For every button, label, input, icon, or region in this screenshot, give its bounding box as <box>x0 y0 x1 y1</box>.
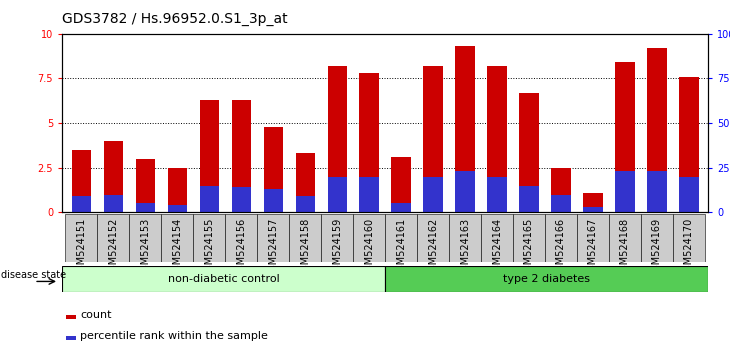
Bar <box>321 214 353 262</box>
Text: percentile rank within the sample: percentile rank within the sample <box>80 331 269 341</box>
Text: GSM524152: GSM524152 <box>108 218 118 278</box>
Bar <box>72 150 91 212</box>
Bar <box>680 177 699 212</box>
Text: GSM524164: GSM524164 <box>492 218 502 277</box>
Text: GSM524156: GSM524156 <box>236 218 246 277</box>
Bar <box>136 204 155 212</box>
Text: GDS3782 / Hs.96952.0.S1_3p_at: GDS3782 / Hs.96952.0.S1_3p_at <box>62 12 288 27</box>
Text: GSM524168: GSM524168 <box>620 218 630 277</box>
Text: GSM524154: GSM524154 <box>172 218 182 277</box>
Bar <box>289 214 321 262</box>
Bar <box>264 127 283 212</box>
Bar <box>231 187 250 212</box>
Bar <box>456 171 474 212</box>
Bar <box>520 185 539 212</box>
Bar <box>385 266 708 292</box>
Bar <box>673 214 705 262</box>
Text: GSM524153: GSM524153 <box>140 218 150 277</box>
Bar <box>62 266 385 292</box>
Bar <box>97 214 129 262</box>
Bar <box>449 214 481 262</box>
Bar <box>648 171 666 212</box>
Bar <box>225 214 257 262</box>
Bar <box>193 214 225 262</box>
Bar <box>296 153 315 212</box>
Text: GSM524163: GSM524163 <box>460 218 470 277</box>
Text: disease state: disease state <box>1 270 66 280</box>
Bar <box>615 62 634 212</box>
Bar <box>104 195 123 212</box>
Bar <box>257 214 289 262</box>
Bar <box>641 214 673 262</box>
Text: count: count <box>80 310 112 320</box>
Bar <box>391 204 411 212</box>
Bar <box>488 66 507 212</box>
Bar <box>296 196 315 212</box>
Text: GSM524157: GSM524157 <box>268 218 278 278</box>
Text: GSM524155: GSM524155 <box>204 218 214 278</box>
Bar <box>545 214 577 262</box>
Bar <box>609 214 641 262</box>
Bar <box>513 214 545 262</box>
Bar <box>615 171 634 212</box>
Bar <box>423 177 442 212</box>
Text: GSM524160: GSM524160 <box>364 218 374 277</box>
Bar <box>551 168 571 212</box>
Bar <box>65 214 97 262</box>
Text: GSM524162: GSM524162 <box>428 218 438 277</box>
Text: GSM524169: GSM524169 <box>652 218 662 277</box>
Bar <box>520 93 539 212</box>
Bar <box>231 100 250 212</box>
Bar <box>136 159 155 212</box>
Bar <box>423 66 442 212</box>
Bar <box>328 66 347 212</box>
Text: GSM524167: GSM524167 <box>588 218 598 277</box>
Bar <box>359 177 379 212</box>
Bar <box>391 157 411 212</box>
Text: non-diabetic control: non-diabetic control <box>168 274 280 284</box>
Text: GSM524170: GSM524170 <box>684 218 694 277</box>
Bar <box>359 73 379 212</box>
Text: GSM524159: GSM524159 <box>332 218 342 277</box>
Text: GSM524165: GSM524165 <box>524 218 534 277</box>
Bar <box>680 76 699 212</box>
Bar <box>199 185 219 212</box>
Text: GSM524161: GSM524161 <box>396 218 406 277</box>
Bar <box>72 196 91 212</box>
Bar <box>488 177 507 212</box>
Bar <box>353 214 385 262</box>
Bar <box>104 141 123 212</box>
Bar <box>161 214 193 262</box>
Bar <box>129 214 161 262</box>
Bar <box>168 205 187 212</box>
Bar <box>481 214 513 262</box>
Bar <box>66 315 76 319</box>
Bar <box>385 214 417 262</box>
Text: type 2 diabetes: type 2 diabetes <box>503 274 590 284</box>
Bar <box>199 100 219 212</box>
Bar <box>328 177 347 212</box>
Bar <box>456 46 474 212</box>
Bar <box>417 214 449 262</box>
Bar <box>66 336 76 340</box>
Text: GSM524151: GSM524151 <box>76 218 86 277</box>
Bar <box>264 189 283 212</box>
Bar <box>648 48 666 212</box>
Bar <box>583 193 602 212</box>
Text: GSM524158: GSM524158 <box>300 218 310 277</box>
Bar <box>583 207 602 212</box>
Text: GSM524166: GSM524166 <box>556 218 566 277</box>
Bar <box>551 195 571 212</box>
Bar <box>168 168 187 212</box>
Bar <box>577 214 609 262</box>
